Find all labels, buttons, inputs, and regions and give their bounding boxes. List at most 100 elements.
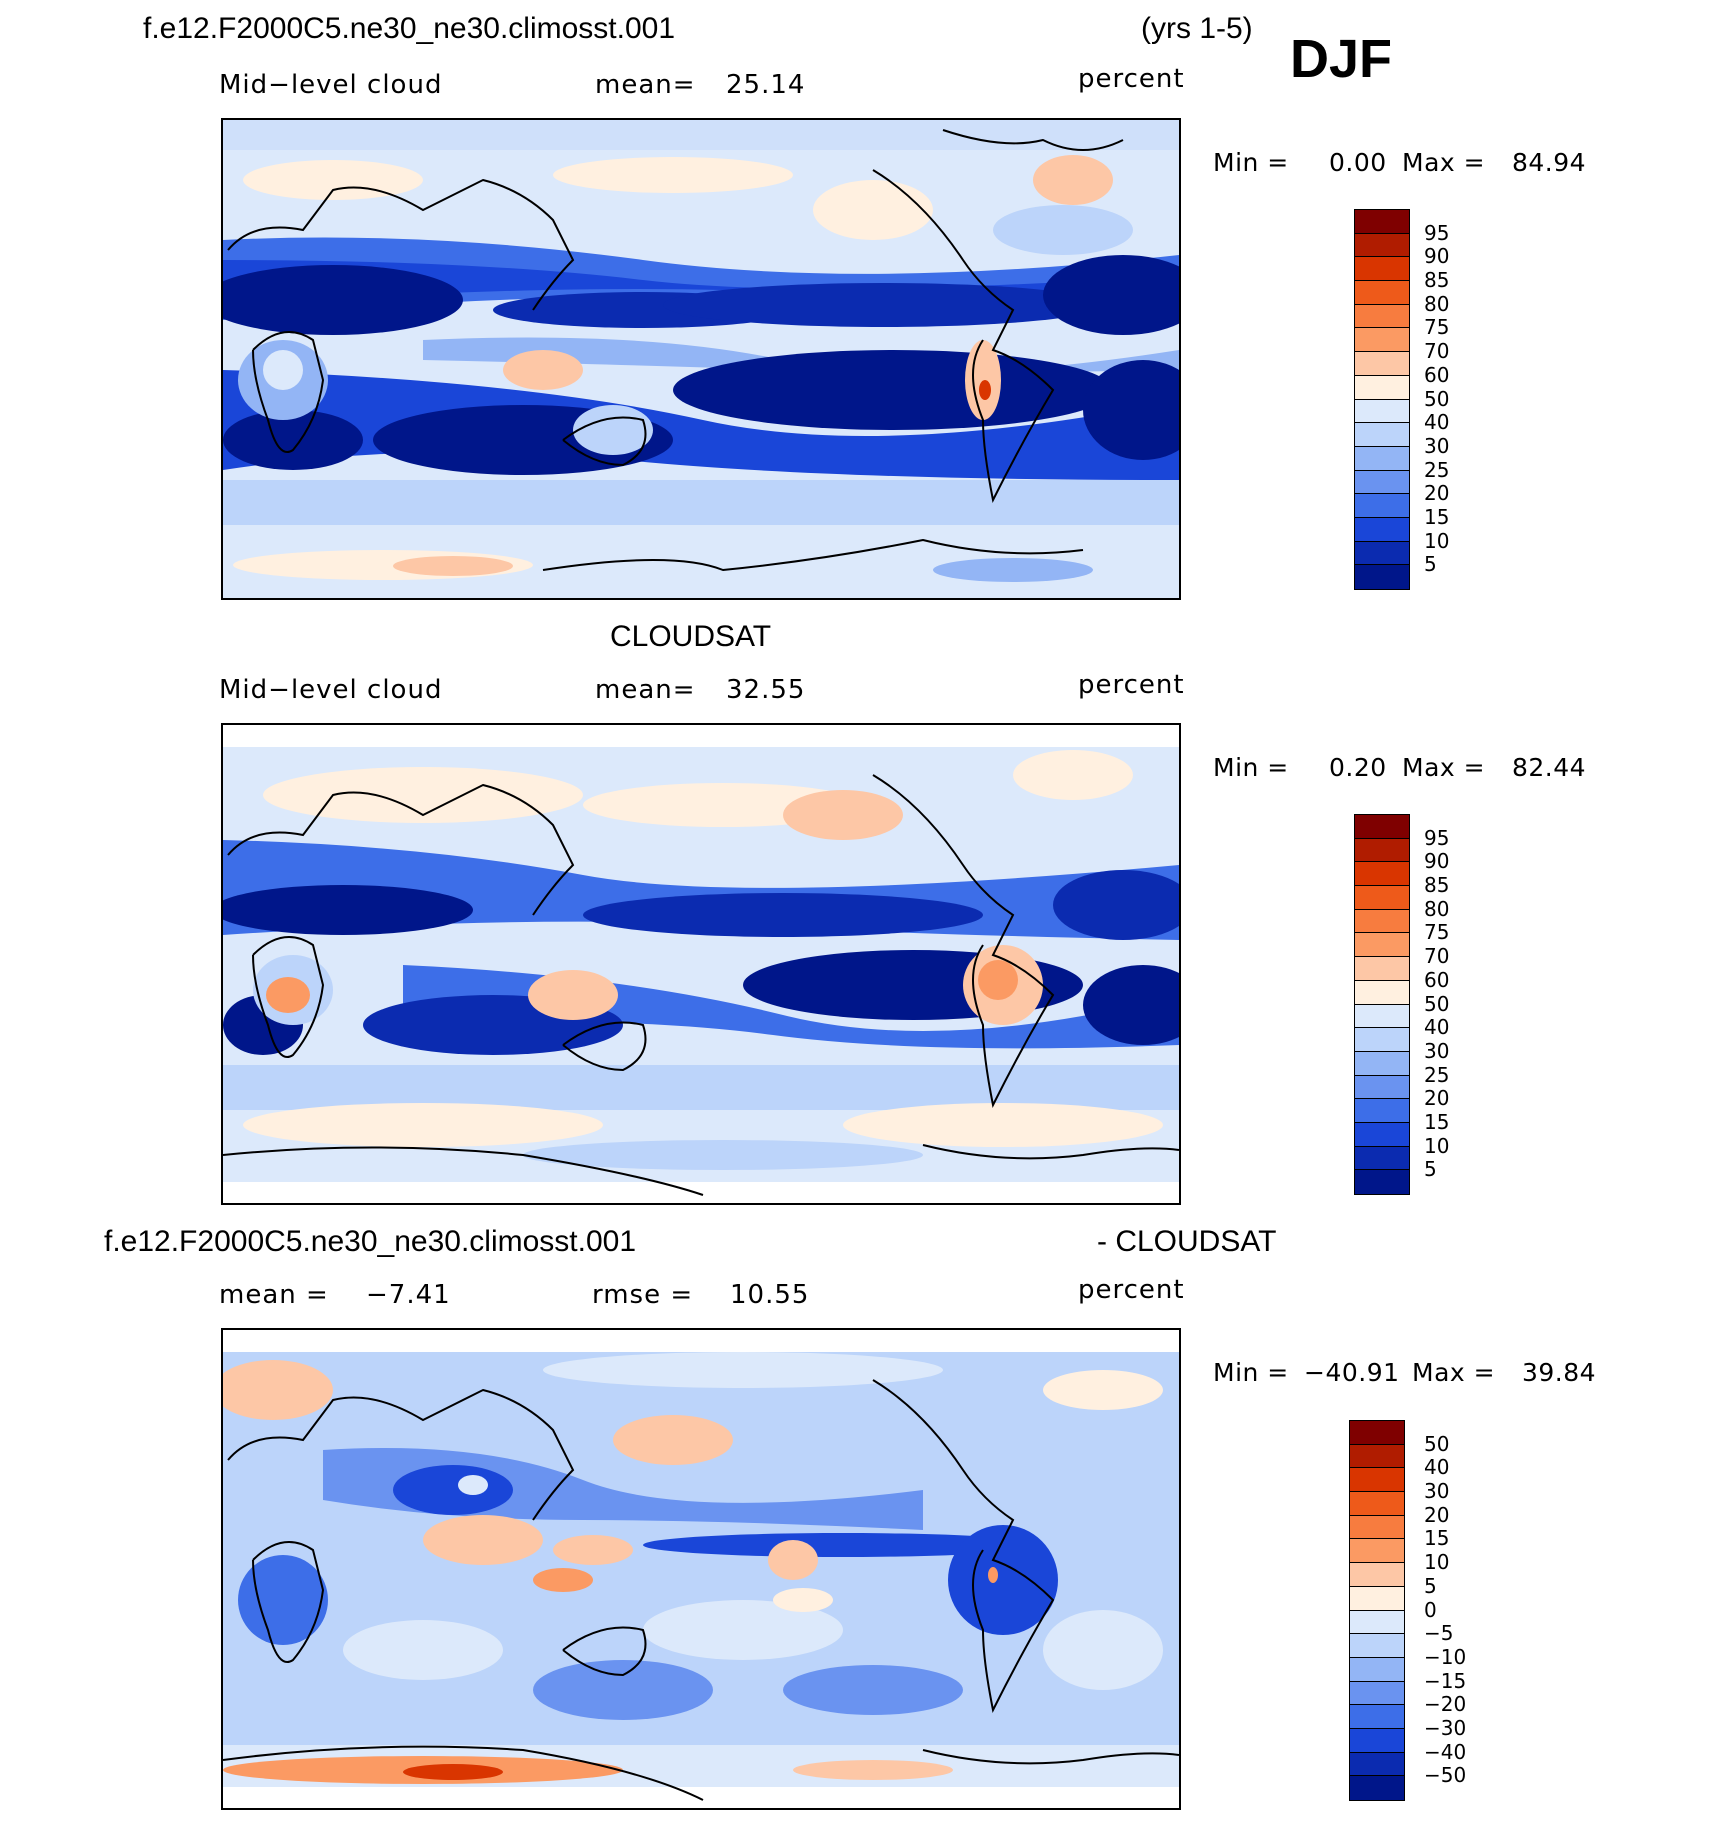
colorbar-swatch bbox=[1355, 862, 1409, 887]
colorbar-swatch bbox=[1355, 933, 1409, 958]
panel3-suffix: - CLOUDSAT bbox=[1097, 1225, 1277, 1258]
colorbar-tick-label: 20 bbox=[1424, 1086, 1450, 1111]
colorbar-tick-label: 95 bbox=[1424, 825, 1450, 850]
colorbar-swatch bbox=[1355, 446, 1409, 471]
colorbar-swatch bbox=[1355, 980, 1409, 1005]
panel3-min-value: −40.91 bbox=[1304, 1358, 1400, 1387]
colorbar-tick-label: 80 bbox=[1424, 291, 1450, 316]
colorbar-tick-label: 50 bbox=[1424, 1431, 1450, 1456]
colorbar-swatch bbox=[1355, 304, 1409, 329]
colorbar-tick-label: −10 bbox=[1424, 1644, 1467, 1669]
colorbar-tick-label: 75 bbox=[1424, 315, 1450, 340]
colorbar-swatch bbox=[1350, 1421, 1404, 1445]
colorbar-tick-label: 30 bbox=[1424, 433, 1450, 458]
panel2-colorbar-labels: 95 90 85 80 75 70 60 50 40 30 25 20 15 10 5 bbox=[1424, 814, 1484, 1195]
colorbar-tick-label: 85 bbox=[1424, 873, 1450, 898]
colorbar-tick-label: 5 bbox=[1424, 1573, 1437, 1598]
colorbar-swatch bbox=[1355, 257, 1409, 282]
colorbar-tick-label: 10 bbox=[1424, 528, 1450, 553]
panel2-variable: Mid−level cloud bbox=[219, 675, 443, 705]
panel2-min-label: Min = bbox=[1213, 753, 1289, 782]
colorbar-swatch bbox=[1350, 1515, 1404, 1540]
colorbar-swatch bbox=[1355, 815, 1409, 839]
colorbar-swatch bbox=[1355, 1170, 1409, 1194]
colorbar-tick-label: 20 bbox=[1424, 1502, 1450, 1527]
colorbar-tick-label: 70 bbox=[1424, 944, 1450, 969]
colorbar-tick-label: 25 bbox=[1424, 457, 1450, 482]
colorbar-swatch bbox=[1355, 1122, 1409, 1147]
colorbar-tick-label: 60 bbox=[1424, 967, 1450, 992]
colorbar-swatch bbox=[1355, 517, 1409, 542]
panel2-colorbar bbox=[1354, 814, 1410, 1195]
panel3-units: percent bbox=[1078, 1275, 1185, 1305]
colorbar-swatch bbox=[1355, 1051, 1409, 1076]
colorbar-swatch bbox=[1355, 1099, 1409, 1123]
colorbar-tick-label: 0 bbox=[1424, 1597, 1437, 1622]
colorbar-swatch bbox=[1355, 233, 1409, 258]
colorbar-swatch bbox=[1350, 1634, 1404, 1658]
colorbar-swatch bbox=[1355, 423, 1409, 447]
colorbar-tick-label: −15 bbox=[1424, 1668, 1467, 1693]
panel3-rmse-label: rmse = bbox=[592, 1280, 694, 1310]
colorbar-tick-label: 90 bbox=[1424, 849, 1450, 874]
colorbar-swatch bbox=[1355, 352, 1409, 376]
colorbar-tick-label: 25 bbox=[1424, 1062, 1450, 1087]
colorbar-tick-label: 85 bbox=[1424, 268, 1450, 293]
colorbar-tick-label: −40 bbox=[1424, 1739, 1467, 1764]
panel1-years: (yrs 1-5) bbox=[1141, 12, 1253, 45]
colorbar-swatch bbox=[1355, 565, 1409, 589]
panel1-min-value: 0.00 bbox=[1329, 148, 1387, 177]
panel1-mean-value: 25.14 bbox=[726, 70, 806, 100]
panel1-max-value: 84.94 bbox=[1512, 148, 1587, 177]
panel1-variable: Mid−level cloud bbox=[219, 70, 443, 100]
colorbar-tick-label: 15 bbox=[1424, 1526, 1450, 1551]
colorbar-tick-label: −30 bbox=[1424, 1715, 1467, 1740]
colorbar-swatch bbox=[1350, 1776, 1404, 1800]
panel2-title: CLOUDSAT bbox=[610, 620, 772, 653]
colorbar-swatch bbox=[1350, 1539, 1404, 1564]
panel1-colorbar-labels: 95 90 85 80 75 70 60 50 40 30 25 20 15 10 5 bbox=[1424, 209, 1484, 590]
colorbar-tick-label: 80 bbox=[1424, 896, 1450, 921]
panel3-max-value: 39.84 bbox=[1522, 1358, 1597, 1387]
panel1-case-title: f.e12.F2000C5.ne30_ne30.climosst.001 bbox=[143, 12, 676, 45]
colorbar-swatch bbox=[1350, 1681, 1404, 1706]
colorbar-tick-label: 5 bbox=[1424, 552, 1437, 577]
panel2-max-label: Max = bbox=[1402, 753, 1486, 782]
colorbar-tick-label: −5 bbox=[1424, 1621, 1454, 1646]
panel1-colorbar bbox=[1354, 209, 1410, 590]
colorbar-tick-label: 75 bbox=[1424, 920, 1450, 945]
colorbar-tick-label: 90 bbox=[1424, 244, 1450, 269]
colorbar-tick-label: 10 bbox=[1424, 1550, 1450, 1575]
colorbar-swatch bbox=[1350, 1728, 1404, 1753]
panel1-units: percent bbox=[1078, 64, 1185, 94]
panel2-mean-value: 32.55 bbox=[726, 675, 806, 705]
panel2-map bbox=[221, 723, 1181, 1205]
panel3-max-label: Max = bbox=[1412, 1358, 1496, 1387]
panel1-max-label: Max = bbox=[1402, 148, 1486, 177]
colorbar-swatch bbox=[1355, 281, 1409, 305]
colorbar-tick-label: 70 bbox=[1424, 339, 1450, 364]
colorbar-swatch bbox=[1350, 1657, 1404, 1682]
colorbar-swatch bbox=[1355, 1004, 1409, 1029]
colorbar-swatch bbox=[1355, 957, 1409, 981]
colorbar-swatch bbox=[1355, 470, 1409, 495]
colorbar-tick-label: 30 bbox=[1424, 1038, 1450, 1063]
colorbar-swatch bbox=[1350, 1586, 1404, 1611]
colorbar-tick-label: 30 bbox=[1424, 1479, 1450, 1504]
colorbar-tick-label: 5 bbox=[1424, 1157, 1437, 1182]
colorbar-swatch bbox=[1355, 1146, 1409, 1171]
colorbar-swatch bbox=[1350, 1492, 1404, 1516]
colorbar-swatch bbox=[1350, 1444, 1404, 1469]
panel2-max-value: 82.44 bbox=[1512, 753, 1587, 782]
colorbar-tick-label: 95 bbox=[1424, 220, 1450, 245]
panel2-units: percent bbox=[1078, 670, 1185, 700]
colorbar-swatch bbox=[1355, 1075, 1409, 1100]
panel3-map bbox=[221, 1328, 1181, 1810]
colorbar-tick-label: −50 bbox=[1424, 1763, 1467, 1788]
colorbar-tick-label: 15 bbox=[1424, 504, 1450, 529]
colorbar-tick-label: 40 bbox=[1424, 1455, 1450, 1480]
colorbar-swatch bbox=[1350, 1610, 1404, 1635]
panel3-colorbar-labels: 50 40 30 20 15 10 5 0 −5 −10 −15 −20 −30 −40 −50 bbox=[1424, 1420, 1484, 1801]
colorbar-swatch bbox=[1355, 210, 1409, 234]
panel2-mean-label: mean= bbox=[595, 675, 696, 705]
